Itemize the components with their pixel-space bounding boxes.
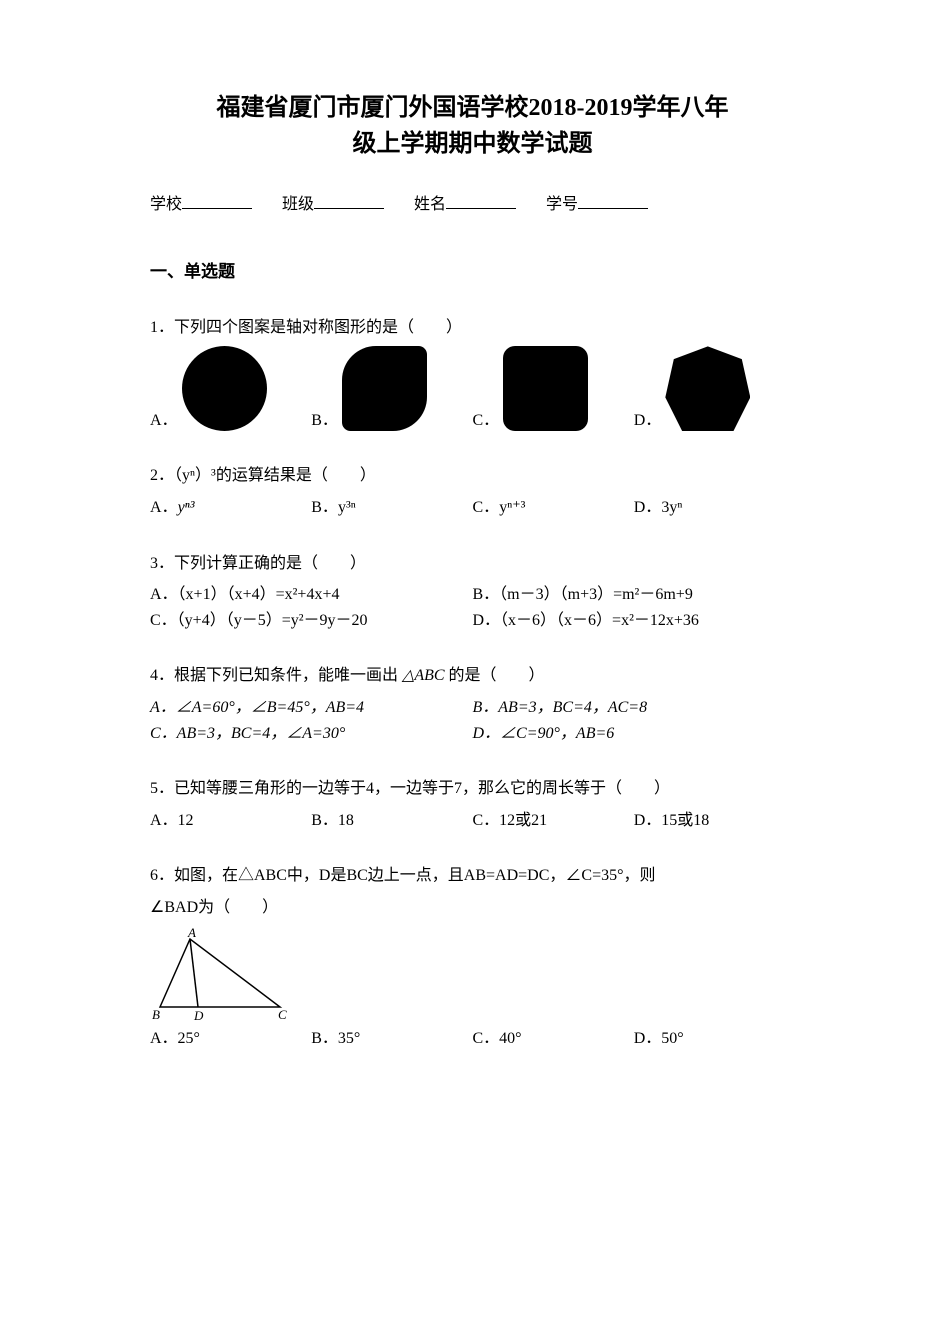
name-field: 姓名 xyxy=(414,192,516,218)
q2-c-value: yⁿ⁺³ xyxy=(499,495,525,521)
school-blank xyxy=(182,193,252,209)
q4-text: 4．根据下列已知条件，能唯一画出 △ABC 的是（ ） xyxy=(150,663,795,689)
q1-image-b xyxy=(342,346,427,431)
q1-option-a: A． xyxy=(150,346,311,433)
q3-option-d: D．（x－6）（x－6）=x²－12x+36 xyxy=(473,608,796,634)
q5-option-d: D．15或18 xyxy=(634,808,795,834)
q1-text: 1．下列四个图案是轴对称图形的是（ ） xyxy=(150,315,795,341)
q4-option-d: D．∠C=90°，AB=6 xyxy=(473,721,796,747)
name-label: 姓名 xyxy=(414,192,446,218)
triangle-abc xyxy=(160,939,280,1007)
q1-option-b: B． xyxy=(311,346,472,433)
q2-option-d: D． 3yⁿ xyxy=(634,495,795,521)
class-label: 班级 xyxy=(282,192,314,218)
q2-a-value: yⁿ³ xyxy=(178,495,195,521)
id-field: 学号 xyxy=(546,192,648,218)
q1-option-c: C． xyxy=(473,346,634,433)
page-title: 福建省厦门市厦门外国语学校2018-2019学年八年 级上学期期中数学试题 xyxy=(150,90,795,162)
question-3: 3．下列计算正确的是（ ） A．（x+1）（x+4）=x²+4x+4 B．（m－… xyxy=(150,551,795,634)
q6-option-d: D．50° xyxy=(634,1026,795,1052)
q6-text-1: 6．如图，在△ABC中，D是BC边上一点，且AB=AD=DC，∠C=35°，则 xyxy=(150,863,795,889)
question-4: 4．根据下列已知条件，能唯一画出 △ABC 的是（ ） A．∠A=60°，∠B=… xyxy=(150,663,795,746)
q1-b-label: B． xyxy=(311,408,338,434)
q2-option-b: B． y³ⁿ xyxy=(311,495,472,521)
q2-d-label: D． xyxy=(634,495,662,521)
school-label: 学校 xyxy=(150,192,182,218)
q1-image-d xyxy=(665,346,750,431)
vertex-d-label: D xyxy=(193,1008,204,1022)
q2-b-value: y³ⁿ xyxy=(338,495,356,521)
vertex-b-label: B xyxy=(152,1007,160,1022)
vertex-a-label: A xyxy=(187,927,196,940)
title-line-2: 级上学期期中数学试题 xyxy=(150,126,795,162)
vertex-c-label: C xyxy=(278,1007,287,1022)
segment-ad xyxy=(190,939,198,1007)
q5-text: 5．已知等腰三角形的一边等于4，一边等于7，那么它的周长等于（ ） xyxy=(150,776,795,802)
q6-figure: A B C D xyxy=(150,927,290,1022)
q2-d-value: 3yⁿ xyxy=(661,495,682,521)
id-blank xyxy=(578,193,648,209)
q5-option-c: C．12或21 xyxy=(473,808,634,834)
class-field: 班级 xyxy=(282,192,384,218)
question-6: 6．如图，在△ABC中，D是BC边上一点，且AB=AD=DC，∠C=35°，则 … xyxy=(150,863,795,1051)
q6-option-a: A．25° xyxy=(150,1026,311,1052)
q2-text: 2．（yⁿ）³的运算结果是（ ） xyxy=(150,463,795,489)
q6-option-b: B．35° xyxy=(311,1026,472,1052)
q1-d-label: D． xyxy=(634,408,662,434)
q2-option-a: A． yⁿ³ xyxy=(150,495,311,521)
name-blank xyxy=(446,193,516,209)
q6-text-2: ∠BAD为（ ） xyxy=(150,895,795,921)
q2-b-label: B． xyxy=(311,495,338,521)
question-2: 2．（yⁿ）³的运算结果是（ ） A． yⁿ³ B． y³ⁿ C． yⁿ⁺³ D… xyxy=(150,463,795,520)
q4-option-c: C．AB=3，BC=4，∠A=30° xyxy=(150,721,473,747)
title-line-1: 福建省厦门市厦门外国语学校2018-2019学年八年 xyxy=(150,90,795,126)
q3-option-c: C．（y+4）（y－5）=y²－9y－20 xyxy=(150,608,473,634)
q4-option-a: A．∠A=60°，∠B=45°，AB=4 xyxy=(150,695,473,721)
q3-option-b: B．（m－3）（m+3）=m²－6m+9 xyxy=(473,582,796,608)
q1-a-label: A． xyxy=(150,408,178,434)
section-1-header: 一、单选题 xyxy=(150,258,795,285)
q1-image-c xyxy=(503,346,588,431)
q2-c-label: C． xyxy=(473,495,500,521)
info-row: 学校 班级 姓名 学号 xyxy=(150,192,795,218)
q4-text-post: 的是（ ） xyxy=(449,667,545,684)
q6-option-c: C．40° xyxy=(473,1026,634,1052)
q1-image-a xyxy=(182,346,267,431)
q4-option-b: B．AB=3，BC=4，AC=8 xyxy=(473,695,796,721)
q2-option-c: C． yⁿ⁺³ xyxy=(473,495,634,521)
class-blank xyxy=(314,193,384,209)
question-5: 5．已知等腰三角形的一边等于4，一边等于7，那么它的周长等于（ ） A．12 B… xyxy=(150,776,795,833)
q3-text: 3．下列计算正确的是（ ） xyxy=(150,551,795,577)
q1-option-d: D． xyxy=(634,346,795,433)
school-field: 学校 xyxy=(150,192,252,218)
id-label: 学号 xyxy=(546,192,578,218)
q1-c-label: C． xyxy=(473,408,500,434)
q2-a-label: A． xyxy=(150,495,178,521)
question-1: 1．下列四个图案是轴对称图形的是（ ） A． B． C． D． xyxy=(150,315,795,434)
q5-option-b: B．18 xyxy=(311,808,472,834)
q4-text-mid: △ABC xyxy=(402,667,445,684)
q5-option-a: A．12 xyxy=(150,808,311,834)
q4-text-pre: 4．根据下列已知条件，能唯一画出 xyxy=(150,667,398,684)
q3-option-a: A．（x+1）（x+4）=x²+4x+4 xyxy=(150,582,473,608)
